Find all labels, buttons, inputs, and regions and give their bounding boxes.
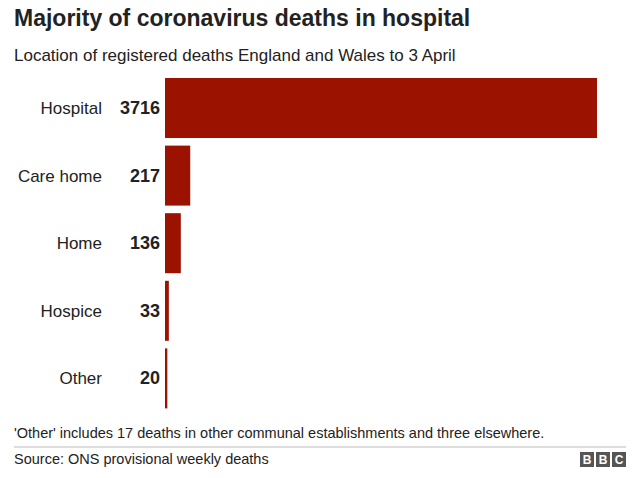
branding: BBC	[580, 452, 626, 467]
brand-box	[596, 452, 610, 467]
bar	[165, 281, 169, 341]
brand-box	[612, 452, 626, 467]
bar	[165, 348, 167, 408]
bar	[165, 146, 190, 206]
bars	[165, 78, 597, 408]
data-label: 33	[140, 301, 160, 321]
data-label: 20	[140, 368, 160, 388]
title: Majority of coronavirus deaths in hospit…	[14, 5, 470, 31]
bar	[165, 78, 597, 138]
data-label: 3716	[120, 98, 160, 118]
subtitle: Location of registered deaths England an…	[14, 46, 456, 65]
data-label: 136	[130, 233, 160, 253]
separator	[14, 447, 626, 448]
brand-letter: C	[615, 453, 624, 467]
labels: Hospital 3716 Care home 217 Home 136 Hospice 33…	[18, 98, 160, 388]
source: Source: ONS provisional weekly deaths	[14, 451, 269, 467]
category-label: Home	[57, 234, 102, 253]
bar	[165, 213, 181, 273]
category-label: Hospital	[41, 99, 102, 118]
category-label: Hospice	[41, 302, 102, 321]
brand-text: BBC	[583, 453, 624, 467]
footnote: 'Other' includes 17 deaths in other comm…	[14, 425, 544, 441]
data-label: 217	[130, 166, 160, 186]
category-label: Other	[59, 369, 102, 388]
brand-letter: B	[583, 453, 592, 467]
brand-letter: B	[599, 453, 608, 467]
brand-box	[580, 452, 594, 467]
chart: Majority of coronavirus deaths in hospit…	[0, 0, 640, 478]
category-label: Care home	[18, 167, 102, 186]
